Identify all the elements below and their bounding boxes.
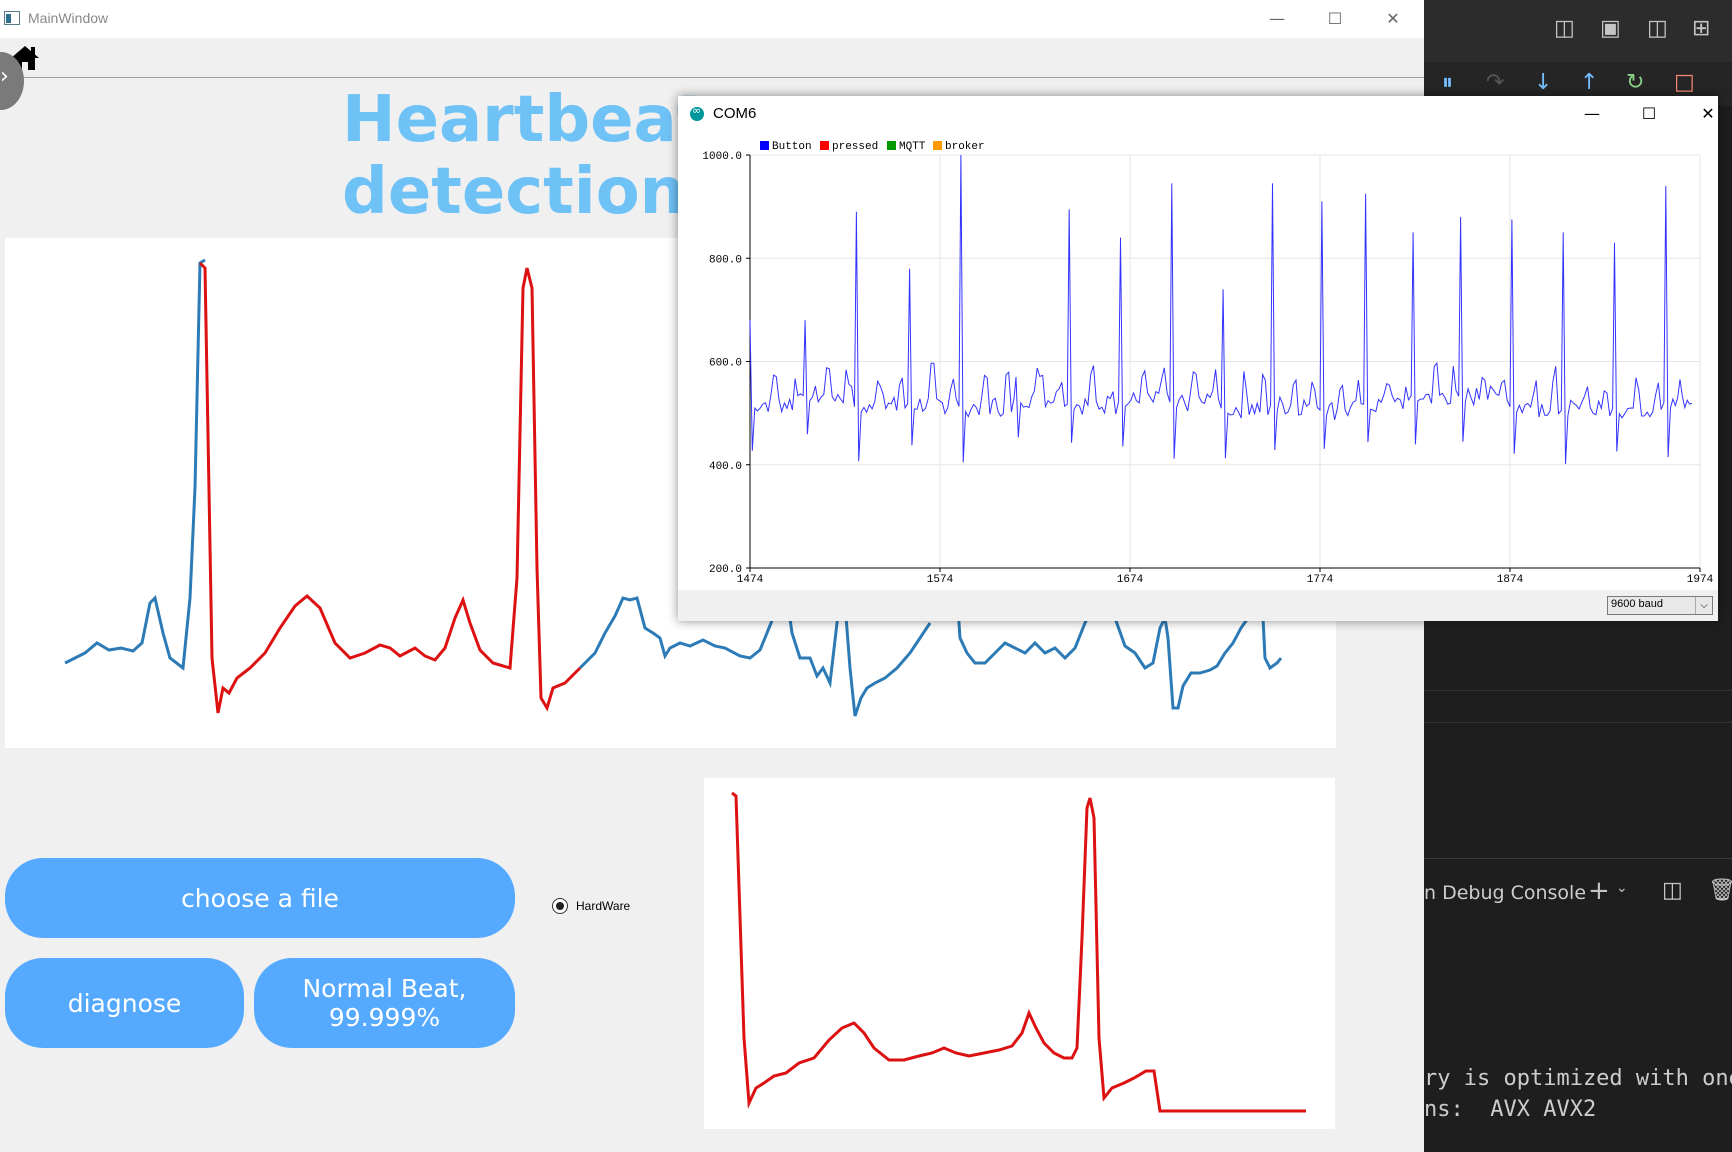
plotter-maximize-button[interactable]: ☐ (1641, 104, 1657, 123)
chevron-down-icon[interactable]: ⌄ (1616, 880, 1628, 896)
step-over-icon[interactable]: ↷ (1486, 70, 1505, 95)
app-window-icon (4, 11, 20, 25)
ecg-main-svg (64, 258, 1283, 717)
trash-icon[interactable]: 🗑 (1708, 878, 1732, 903)
plotter-title: COM6 (713, 105, 757, 122)
y-tick-label: 1000.0 (702, 151, 742, 163)
hardware-radio[interactable]: HardWare (552, 898, 630, 914)
step-into-icon[interactable]: ↓ (1534, 70, 1553, 95)
baud-rate-select[interactable]: 9600 baud ⌵ (1607, 596, 1713, 615)
add-terminal-icon[interactable]: + (1588, 876, 1610, 906)
close-button[interactable]: ✕ (1386, 9, 1400, 28)
legend-swatch (820, 141, 829, 150)
ecg-beat-svg (731, 791, 1306, 1113)
x-tick-label: 1774 (1307, 574, 1334, 586)
baud-rate-value: 9600 baud (1611, 598, 1663, 610)
ecg-beat-trace (731, 791, 1306, 1113)
legend-label: broker (945, 141, 985, 153)
radio-indicator[interactable] (552, 898, 568, 914)
vscode-titlebar: ◫ ▣ ◫ ⊞ (1424, 0, 1732, 62)
x-tick-label: 1474 (737, 574, 764, 586)
ecg-main-trace-normal-2 (578, 577, 932, 717)
y-tick-label: 600.0 (709, 358, 742, 370)
ecg-main-trace-normal (64, 258, 206, 671)
ecg-beat-plot (704, 778, 1335, 1129)
restart-icon[interactable]: ↻ (1626, 70, 1645, 95)
main-toolbar (0, 38, 1424, 78)
legend-swatch (887, 141, 896, 150)
serial-series-line (749, 154, 1693, 465)
x-tick-label: 1974 (1687, 574, 1714, 586)
split-terminal-icon[interactable]: ◫ (1662, 878, 1683, 903)
maximize-button[interactable]: ☐ (1327, 9, 1343, 28)
hardware-radio-label: HardWare (576, 899, 631, 913)
plotter-minimize-button[interactable]: — (1584, 104, 1600, 123)
chevron-down-icon: ⌵ (1695, 597, 1712, 614)
minimize-button[interactable]: — (1269, 9, 1285, 28)
ecg-main-trace-normal-3 (953, 557, 1283, 710)
diagnosis-result-button[interactable]: Normal Beat, 99.999% (254, 958, 515, 1048)
pause-icon[interactable]: ⏸ (1442, 70, 1454, 95)
customize-layout-icon[interactable]: ⊞ (1692, 16, 1711, 41)
x-tick-label: 1874 (1497, 574, 1524, 586)
y-tick-label: 400.0 (709, 461, 742, 473)
legend-label: MQTT (899, 141, 926, 153)
legend-label: Button (772, 141, 812, 153)
y-tick-label: 800.0 (709, 254, 742, 266)
legend-swatch (760, 141, 769, 150)
toggle-sidebar-icon[interactable]: ◫ (1554, 16, 1575, 41)
step-out-icon[interactable]: ↑ (1580, 70, 1599, 95)
choose-file-button[interactable]: choose a file (5, 858, 515, 938)
ecg-main-trace-abnormal-1 (198, 261, 582, 714)
terminal-line: ns: AVX AVX2 (1424, 1097, 1597, 1122)
plotter-close-button[interactable]: ✕ (1701, 104, 1715, 123)
vscode-divider (1424, 690, 1732, 691)
legend-label: pressed (832, 141, 878, 153)
serial-plotter-window: COM6 — ☐ ✕ 1000.0 800.0 600.0 400.0 200.0147… (678, 96, 1718, 621)
stop-icon[interactable]: □ (1674, 70, 1695, 95)
y-tick-label: 200.0 (709, 564, 742, 576)
debug-console-tab[interactable]: n Debug Console (1424, 882, 1587, 904)
arduino-icon (690, 104, 704, 121)
toggle-secondary-sidebar-icon[interactable]: ◫ (1647, 16, 1668, 41)
plotter-titlebar: COM6 — ☐ ✕ (678, 96, 1718, 132)
chevron-right-icon: › (0, 64, 9, 89)
serial-plot-area: 1000.0 800.0 600.0 400.0 200.0 1474 1574 1674 17… (678, 132, 1718, 590)
vscode-divider (1424, 722, 1732, 723)
legend-swatch (933, 141, 942, 150)
toggle-panel-icon[interactable]: ▣ (1600, 16, 1621, 41)
x-tick-label: 1574 (927, 574, 954, 586)
diagnose-button[interactable]: diagnose (5, 958, 244, 1048)
x-tick-label: 1674 (1117, 574, 1144, 586)
panel-border (1424, 858, 1732, 859)
terminal-line: ry is optimized with one (1424, 1066, 1732, 1091)
window-title: MainWindow (28, 10, 109, 26)
window-titlebar: MainWindow — ☐ ✕ (0, 0, 1424, 38)
